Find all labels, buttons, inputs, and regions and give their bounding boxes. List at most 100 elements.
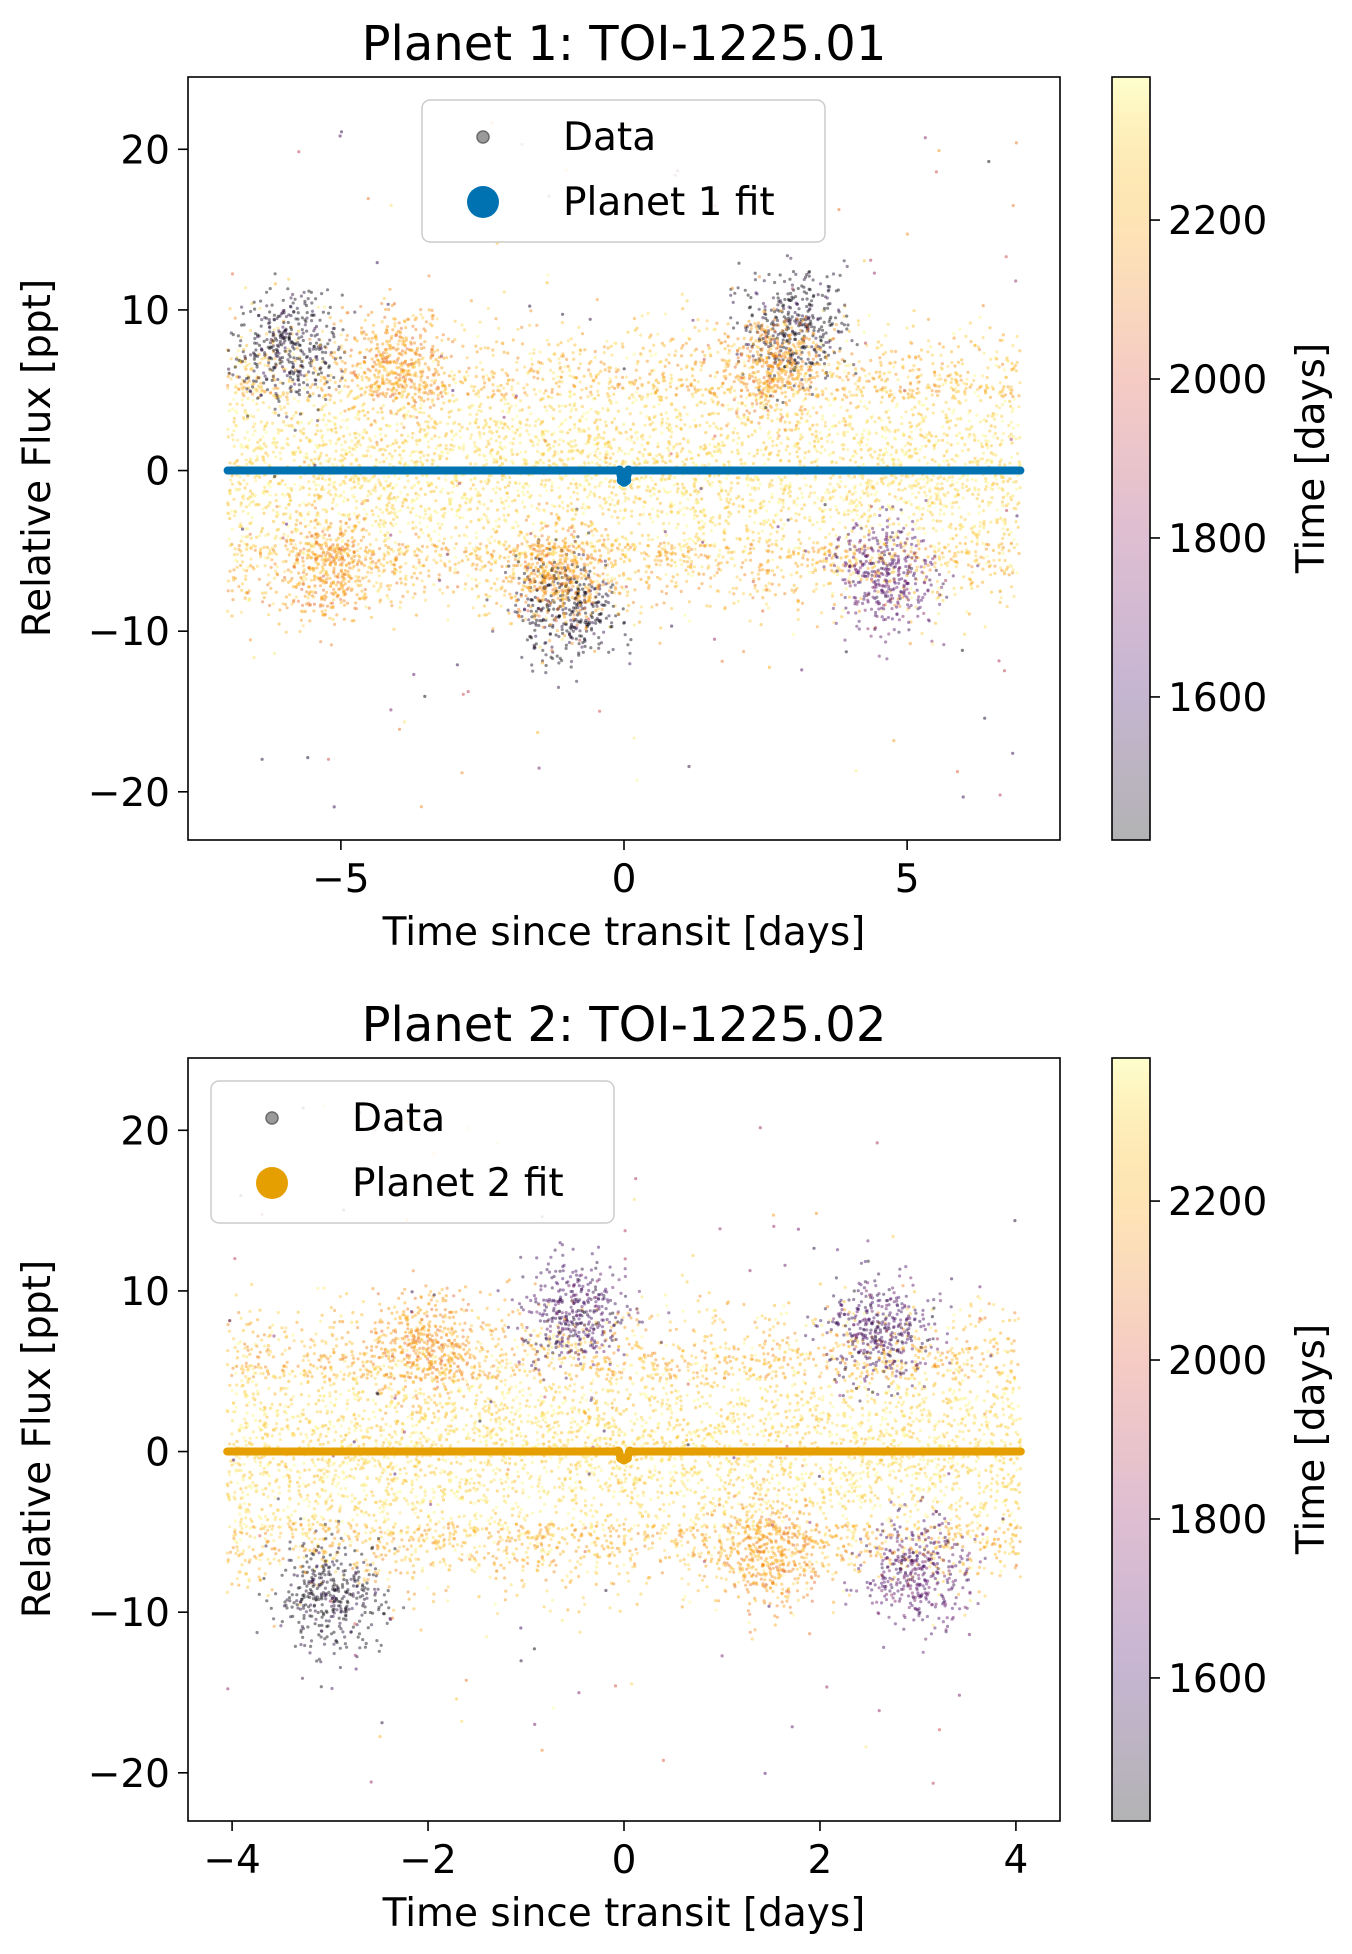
data-point [890, 457, 895, 462]
data-point [747, 451, 752, 456]
data-point [757, 486, 761, 491]
data-point [291, 549, 295, 553]
data-point [840, 398, 845, 402]
data-point [906, 396, 911, 400]
data-point [277, 527, 281, 531]
data-point [919, 413, 923, 417]
data-point [253, 422, 257, 426]
data-point [332, 401, 336, 405]
data-point [555, 375, 560, 379]
data-point [1000, 403, 1005, 407]
data-point [456, 508, 460, 512]
data-point [542, 577, 546, 582]
data-point [296, 446, 301, 450]
data-point [993, 431, 998, 436]
data-point [712, 421, 716, 425]
data-point [606, 407, 610, 411]
data-point [686, 572, 691, 576]
data-point [777, 475, 781, 479]
data-point [1010, 361, 1014, 366]
data-point [953, 487, 957, 491]
data-point [614, 459, 619, 463]
data-point [609, 456, 613, 460]
data-point [502, 506, 506, 510]
data-point [581, 449, 585, 453]
data-point [926, 350, 930, 354]
data-point [1007, 435, 1011, 439]
data-point [508, 441, 512, 445]
data-point [550, 396, 554, 400]
data-point [787, 548, 791, 552]
data-point [408, 454, 413, 458]
data-point [314, 477, 318, 481]
data-point [683, 486, 687, 490]
data-point [894, 451, 899, 455]
data-point [669, 510, 673, 514]
data-point [274, 455, 278, 459]
data-point [598, 504, 602, 508]
data-point [371, 488, 375, 492]
data-point [316, 385, 320, 389]
data-point [689, 457, 693, 461]
data-point [506, 351, 510, 355]
data-point [799, 575, 803, 579]
data-point [700, 565, 704, 569]
data-point [857, 360, 861, 364]
data-point [861, 436, 865, 440]
data-point [314, 432, 318, 436]
data-point [984, 461, 988, 465]
data-point [539, 482, 544, 486]
data-point [331, 545, 335, 549]
data-point [608, 502, 612, 507]
data-point [545, 443, 550, 447]
data-point [326, 428, 330, 432]
data-point [917, 402, 921, 406]
data-point [322, 527, 326, 531]
data-point [893, 428, 898, 432]
data-point [400, 386, 404, 390]
data-point [263, 485, 267, 489]
data-point [893, 436, 897, 440]
data-point [625, 356, 629, 360]
data-point [683, 423, 687, 427]
data-point [882, 452, 887, 456]
data-point [762, 441, 766, 445]
data-point [815, 449, 819, 454]
data-point [981, 433, 985, 437]
data-point [628, 559, 632, 563]
data-point [822, 515, 826, 519]
data-point [1000, 414, 1004, 418]
data-point [527, 514, 531, 518]
data-point [411, 431, 415, 435]
data-point [446, 422, 450, 426]
data-point [607, 369, 611, 373]
data-point [254, 387, 258, 391]
data-point [850, 352, 854, 356]
data-point [609, 400, 613, 404]
data-point [752, 546, 756, 551]
data-point [421, 564, 425, 568]
data-point [286, 534, 290, 538]
data-point [420, 579, 424, 583]
data-point [861, 527, 865, 531]
data-point [969, 582, 973, 587]
data-point [857, 517, 861, 521]
data-point [357, 463, 361, 467]
data-point [356, 482, 360, 486]
data-point [971, 492, 975, 496]
data-point [675, 424, 679, 428]
data-point [226, 501, 230, 505]
data-point [722, 404, 726, 408]
data-point [392, 412, 396, 416]
data-point [667, 353, 671, 357]
data-point [494, 491, 498, 495]
data-point [998, 443, 1002, 447]
data-point [235, 559, 239, 564]
data-point [985, 383, 989, 387]
data-point [564, 418, 568, 422]
data-point [679, 426, 683, 431]
data-point [545, 562, 549, 566]
data-point [1015, 542, 1019, 547]
data-point [489, 586, 493, 590]
data-point [473, 462, 478, 466]
